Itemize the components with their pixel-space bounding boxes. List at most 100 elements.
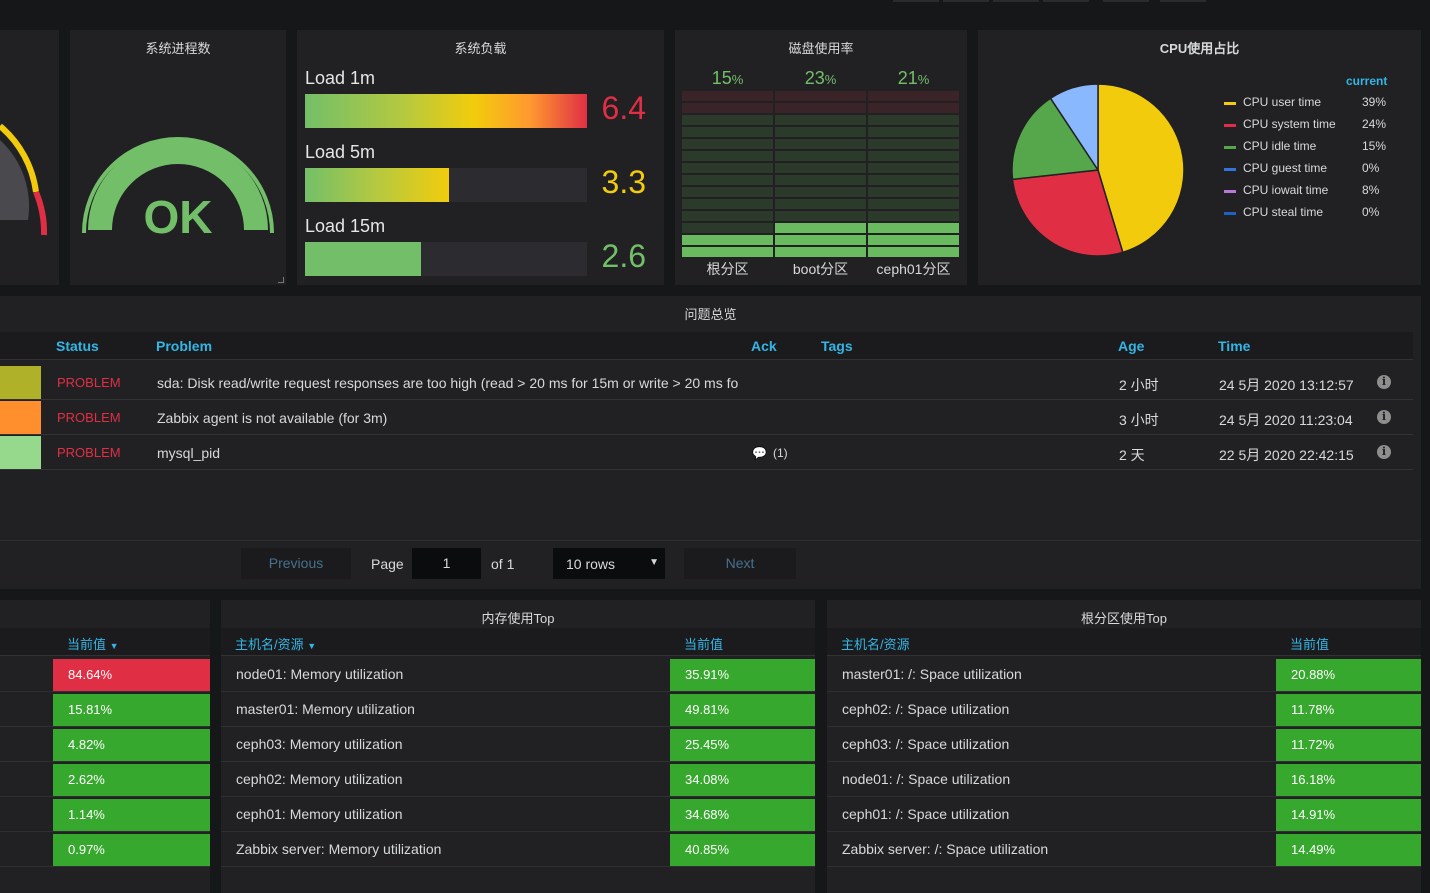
disk-segment (775, 127, 866, 137)
cell-value: 34.68% (670, 799, 815, 831)
info-icon[interactable]: i (1377, 375, 1391, 389)
col-time[interactable]: Time (1218, 338, 1251, 354)
disk-segment (682, 127, 773, 137)
col-current-value-label: 当前值 (67, 637, 107, 652)
problem-age: 2 天 (1119, 447, 1145, 463)
ack-count: (1) (772, 446, 788, 460)
col-current-value[interactable]: 当前值 (684, 637, 724, 652)
legend-item[interactable]: CPU idle time 15% (1224, 139, 1394, 155)
table-row: node01: Memory utilization 35.91% (221, 657, 815, 692)
disk-segment (682, 187, 773, 197)
legend-value: 39% (1362, 95, 1387, 109)
problem-age: 3 小时 (1119, 412, 1159, 428)
cell-value: 11.78% (1276, 694, 1421, 726)
col-age[interactable]: Age (1118, 338, 1145, 354)
pie-slice[interactable] (1011, 97, 1100, 181)
legend-swatch (1224, 212, 1236, 215)
table-row: Zabbix server: /: Space utilization 14.49… (827, 832, 1421, 867)
cell-value: 34.08% (670, 764, 815, 796)
problem-text[interactable]: sda: Disk read/write request responses a… (157, 375, 739, 391)
legend-item[interactable]: CPU steal time 0% (1224, 205, 1394, 221)
cell-value: 84.64% (53, 659, 210, 691)
disk-segment (682, 151, 773, 161)
legend-item[interactable]: CPU guest time 0% (1224, 161, 1394, 177)
disk-percent: 21% (868, 68, 959, 89)
cell-value: 11.72% (1276, 729, 1421, 761)
load-bar (305, 242, 587, 276)
disk-segment (775, 139, 866, 149)
table-row: 0.97% (0, 832, 210, 867)
col-problem[interactable]: Problem (156, 338, 213, 354)
legend-item[interactable]: CPU system time 24% (1224, 117, 1394, 133)
load-value: 3.3 (601, 164, 646, 200)
cpu-gauge-panel (0, 30, 59, 285)
problem-text[interactable]: Zabbix agent is not available (for 3m) (157, 410, 388, 426)
cell-host-resource: node01: Memory utilization (236, 666, 404, 682)
previous-button[interactable]: Previous (241, 548, 351, 579)
disk-segment (868, 247, 959, 257)
table-row: 84.64% (0, 657, 210, 692)
pie-slice[interactable] (1097, 83, 1185, 254)
disk-segment (868, 163, 959, 173)
process-count-panel: 系统进程数 OK (70, 30, 286, 285)
cpu-top-panel: 当前值 ▼ 84.64% 15.81% 4.82% 2.62% 1.14% 0.97% (0, 600, 210, 893)
load-bar-fill (305, 168, 449, 202)
legend-item[interactable]: CPU user time 39% (1224, 95, 1394, 111)
disk-segment (775, 103, 866, 113)
table-row: ceph03: /: Space utilization 11.72% (827, 727, 1421, 762)
problem-status: PROBLEM (57, 375, 121, 390)
col-host-resource[interactable]: 主机名/资源 ▼ (235, 634, 316, 653)
table-row: ceph01: Memory utilization 34.68% (221, 797, 815, 832)
cell-value: 35.91% (670, 659, 815, 691)
problem-row[interactable]: PROBLEM Zabbix agent is not available (fo… (0, 401, 1413, 435)
disk-segment (775, 187, 866, 197)
resize-handle-icon[interactable] (278, 277, 284, 283)
problem-row[interactable]: PROBLEM sda: Disk read/write request resp… (0, 366, 1413, 400)
col-host-resource[interactable]: 主机名/资源 (841, 637, 910, 652)
cell-host-resource: Zabbix server: Memory utilization (236, 841, 442, 857)
col-current-value[interactable]: 当前值 (1290, 637, 1330, 652)
legend-swatch (1224, 146, 1236, 149)
problem-text[interactable]: mysql_pid (157, 445, 221, 461)
info-icon[interactable]: i (1377, 445, 1391, 459)
disk-segment (682, 223, 773, 233)
root-partition-top-panel: 根分区使用Top 主机名/资源 当前值 master01: /: Space u… (827, 600, 1421, 893)
cell-host-resource: node01: /: Space utilization (842, 771, 1011, 787)
page-input[interactable]: 1 (412, 548, 481, 579)
problem-row[interactable]: PROBLEM mysql_pid 💬 (1) 2 天 22 5月 2020 22:42:… (0, 436, 1413, 470)
page-count-label: of 1 (491, 556, 515, 572)
disk-segment (682, 175, 773, 185)
disk-segment (868, 175, 959, 185)
sort-desc-icon: ▼ (109, 641, 119, 651)
disk-segment (682, 139, 773, 149)
cell-value: 40.85% (670, 834, 815, 866)
pie-slice[interactable] (1049, 83, 1099, 173)
disk-segment (775, 163, 866, 173)
disk-percent-value: 23 (804, 68, 825, 88)
disk-segment (868, 151, 959, 161)
disk-segment (682, 211, 773, 221)
col-status[interactable]: Status (56, 338, 99, 354)
disk-percent: 23% (775, 68, 866, 89)
pie-slice[interactable] (1011, 169, 1124, 257)
legend-swatch (1224, 168, 1236, 171)
load-value: 2.6 (601, 238, 646, 274)
info-icon[interactable]: i (1377, 410, 1391, 424)
col-tags[interactable]: Tags (821, 338, 853, 354)
disk-segment (775, 115, 866, 125)
col-current-value[interactable]: 当前值 ▼ (67, 634, 119, 653)
disk-usage-panel: 磁盘使用率 15% 根分区 23% boot分区 21% ceph01分区 (675, 30, 967, 285)
cpu-usage-panel: CPU使用占比 current (978, 30, 1421, 285)
disk-percent-unit: % (731, 72, 744, 87)
ack-comment[interactable]: 💬 (1) (752, 446, 788, 460)
disk-segment (682, 235, 773, 245)
problem-time: 24 5月 2020 11:23:04 (1219, 412, 1353, 428)
legend-item[interactable]: CPU iowait time 8% (1224, 183, 1394, 199)
disk-label: 根分区 (706, 261, 749, 277)
disk-segment (775, 91, 866, 101)
col-ack[interactable]: Ack (751, 338, 777, 354)
load-value: 6.4 (601, 90, 646, 126)
next-button[interactable]: Next (684, 548, 796, 579)
legend-name: CPU guest time (1243, 161, 1328, 175)
rows-select[interactable]: 10 rows ▼ (553, 548, 665, 579)
